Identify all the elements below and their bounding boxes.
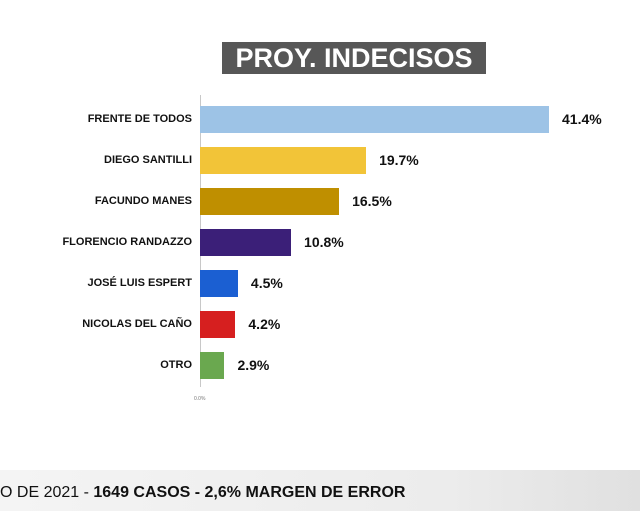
category-label: OTRO xyxy=(160,358,192,371)
category-label: FLORENCIO RANDAZZO xyxy=(62,235,192,248)
value-label: 4.2% xyxy=(248,316,281,332)
bar xyxy=(200,310,236,338)
value-label: 10.8% xyxy=(304,234,344,250)
category-label: NICOLAS DEL CAÑO xyxy=(82,317,192,330)
footer-band xyxy=(0,470,640,511)
bar xyxy=(200,228,292,256)
category-label: FRENTE DE TODOS xyxy=(87,112,192,125)
category-label: DIEGO SANTILLI xyxy=(104,153,192,166)
footer-bold: 1649 CASOS - 2,6% MARGEN DE ERROR xyxy=(93,484,406,501)
bar xyxy=(200,269,238,297)
footer-text: O DE 2021 - 1649 CASOS - 2,6% MARGEN DE … xyxy=(0,484,405,502)
value-label: 2.9% xyxy=(237,357,270,373)
bar xyxy=(200,105,549,133)
bar xyxy=(200,187,340,215)
bar xyxy=(200,351,225,379)
x-tick-label: 0.0% xyxy=(194,396,206,402)
category-label: FACUNDO MANES xyxy=(94,194,192,207)
value-label: 4.5% xyxy=(250,275,283,291)
value-label: 41.4% xyxy=(562,111,602,127)
value-label: 16.5% xyxy=(352,193,392,209)
category-label: JOSÉ LUIS ESPERT xyxy=(87,276,192,289)
value-label: 19.7% xyxy=(379,152,419,168)
bar xyxy=(200,146,367,174)
footer-prefix: O DE 2021 - xyxy=(0,484,94,501)
chart-title: PROY. INDECISOS xyxy=(222,42,486,74)
